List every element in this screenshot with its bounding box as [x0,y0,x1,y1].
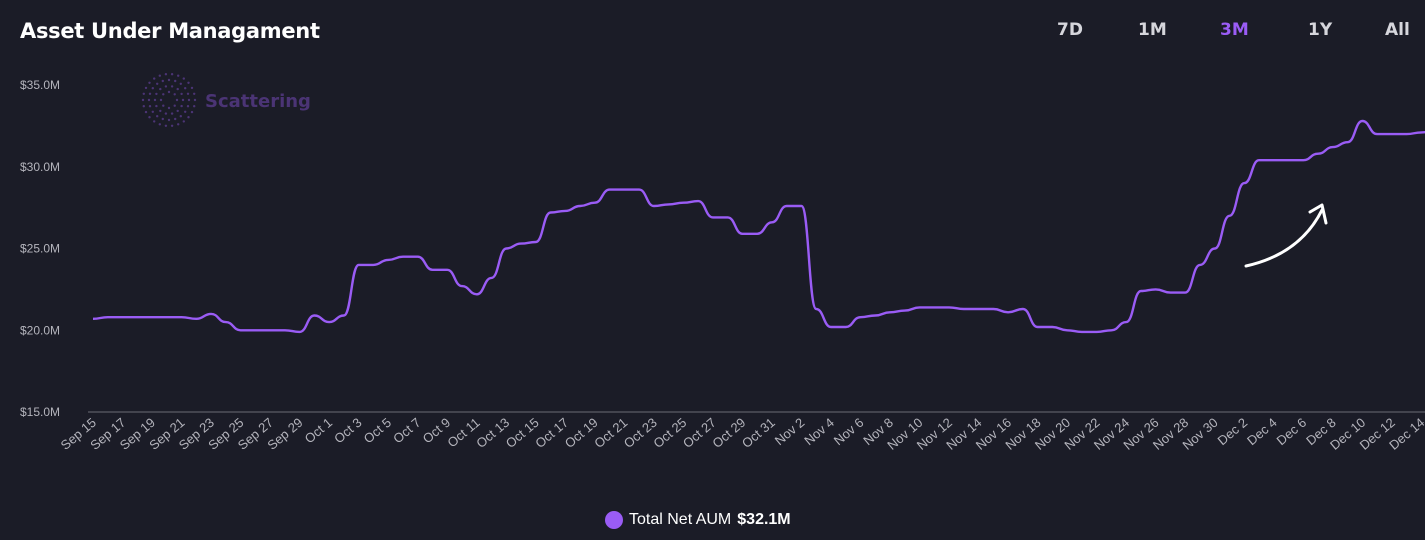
x-tick-label: Oct 15 [503,415,542,451]
x-tick-label: Oct 29 [709,415,748,451]
x-tick-label: Oct 1 [302,415,335,446]
annotation-arrow-icon [1244,203,1328,268]
x-tick-label: Oct 17 [532,415,571,451]
y-tick-label: $30.0M [20,160,60,174]
series-line-total-net-aum [92,119,1425,334]
range-tab-all[interactable]: All [1385,20,1410,40]
x-tick-label: Oct 5 [361,415,394,446]
x-tick-label: Dec 4 [1244,415,1280,448]
legend-value: $32.1M [737,511,791,528]
x-tick-label: Oct 23 [621,415,660,451]
x-tick-label: Oct 27 [680,415,719,451]
chart-legend: Total Net AUM $32.1M [605,508,791,532]
series-points [92,120,1422,332]
legend-label: Total Net AUM [629,511,732,528]
y-axis: $15.0M $20.0M $25.0M $30.0M $35.0M [20,78,60,419]
y-tick-label: $25.0M [20,242,60,256]
x-tick-label: Oct 31 [739,415,778,451]
y-tick-label: $15.0M [20,405,60,419]
range-tab-3m[interactable]: 3M [1220,20,1249,40]
legend-swatch [605,511,623,529]
x-tick-label: Oct 21 [591,415,630,451]
range-tab-7d[interactable]: 7D [1057,20,1083,40]
y-tick-label: $35.0M [20,78,60,92]
chart-title: Asset Under Managament [20,19,320,43]
range-tab-1m[interactable]: 1M [1138,20,1167,40]
x-tick-label: Oct 13 [473,415,512,451]
x-tick-label: Oct 19 [562,415,601,451]
x-tick-label: Oct 25 [650,415,689,451]
scattering-logo-icon [141,73,197,128]
x-tick-label: Nov 4 [801,415,837,448]
x-tick-label: Dec 2 [1215,415,1251,448]
x-tick-label: Nov 6 [831,415,867,448]
time-range-tabs: 7D 1M 3M 1Y All [0,20,1425,46]
x-tick-label: Nov 2 [772,415,808,448]
watermark: Scattering [141,73,311,128]
y-tick-label: $20.0M [20,323,60,337]
x-tick-label: Dec 6 [1274,415,1310,448]
range-tab-1y[interactable]: 1Y [1308,20,1333,40]
x-tick-label: Oct 7 [390,415,423,446]
x-tick-label: Oct 3 [331,415,364,446]
watermark-text: Scattering [205,91,311,112]
